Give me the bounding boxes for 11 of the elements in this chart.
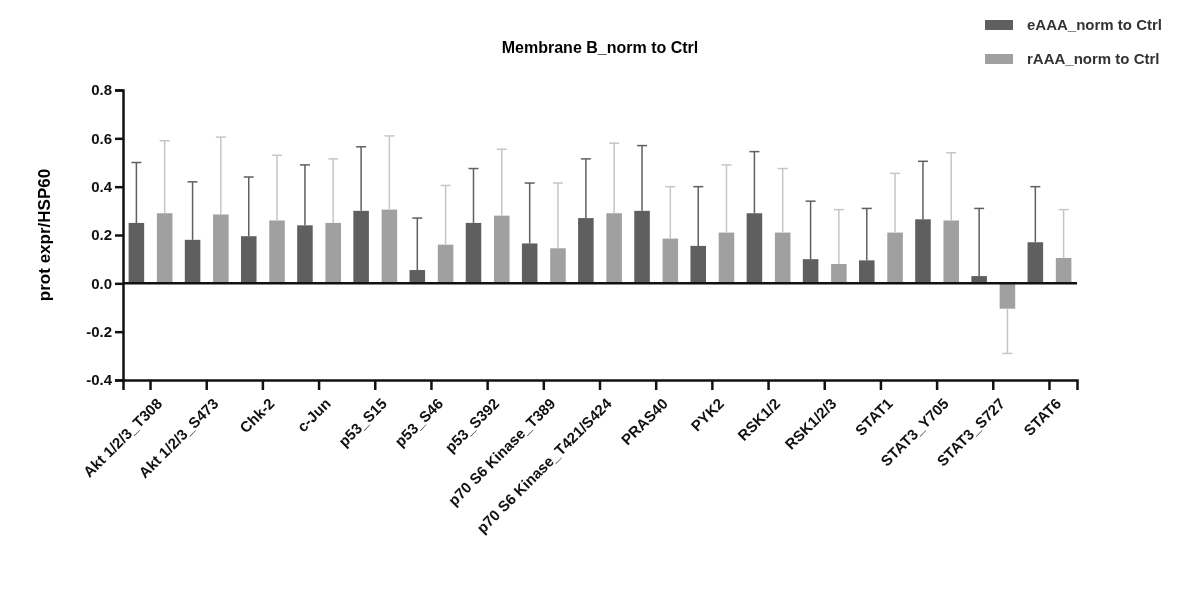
y-tick-label: -0.2 <box>86 322 112 340</box>
y-tick-label: 0.2 <box>91 226 112 244</box>
legend-label: eAAA_norm to Ctrl <box>1027 16 1163 33</box>
y-tick-label: -0.4 <box>86 371 113 389</box>
y-axis-title: prot expr/HSP60 <box>35 168 54 302</box>
y-tick-label: 0.6 <box>91 129 112 147</box>
y-tick-label: 0.0 <box>91 274 112 292</box>
y-tick-label: 0.4 <box>91 177 113 195</box>
chart-title: Membrane B_norm to Ctrl <box>501 39 699 56</box>
y-tick-label: 0.8 <box>91 81 112 99</box>
legend-label: rAAA_norm to Ctrl <box>1027 50 1160 67</box>
